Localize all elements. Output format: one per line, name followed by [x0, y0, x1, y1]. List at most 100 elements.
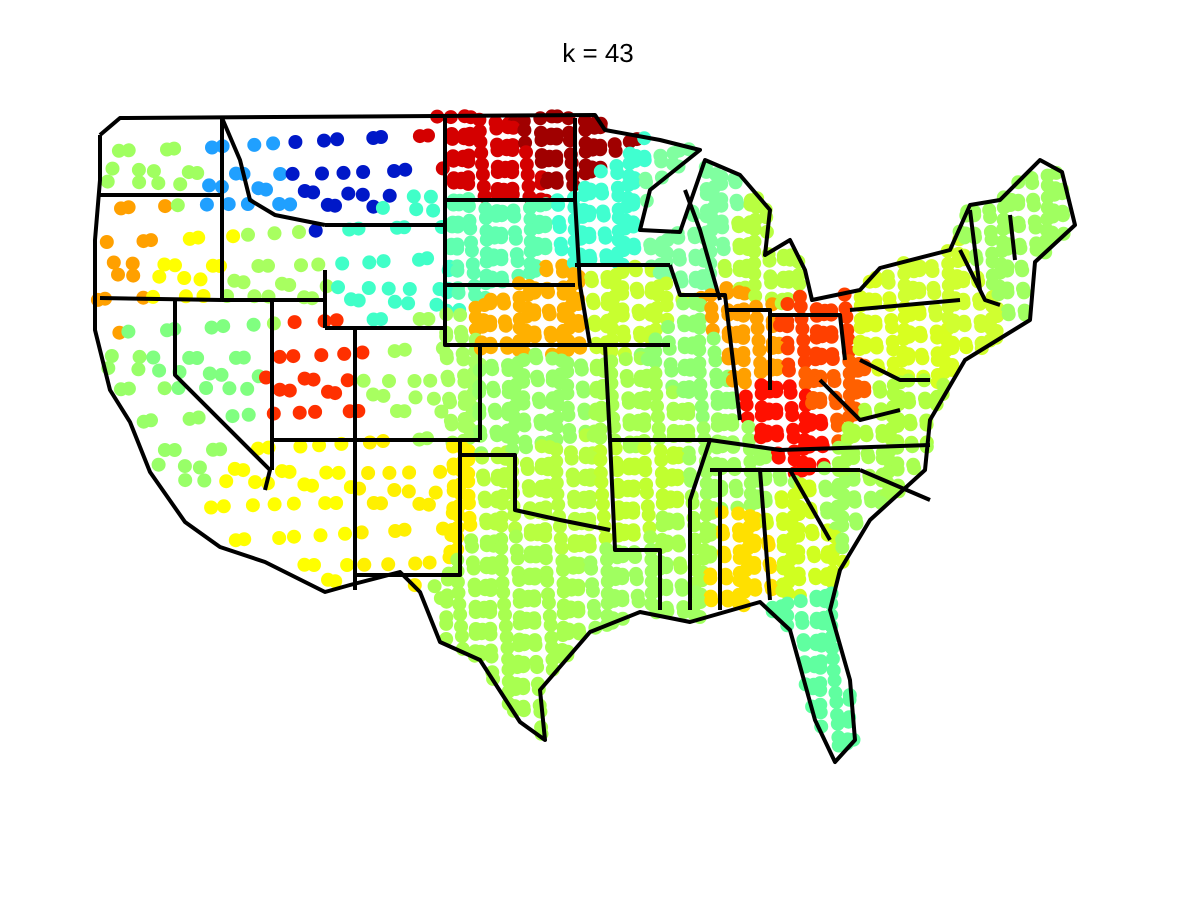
dot [330, 132, 345, 147]
dot [802, 439, 817, 454]
dot [802, 483, 817, 498]
dot [259, 370, 273, 385]
dot [267, 497, 282, 512]
dot [643, 530, 658, 545]
dot [282, 278, 297, 292]
dot [167, 443, 182, 457]
dot [582, 539, 597, 554]
dot [452, 597, 467, 612]
dot [402, 282, 417, 296]
dot [202, 366, 217, 381]
dot [475, 450, 490, 465]
dot [753, 365, 768, 379]
dot [488, 406, 503, 421]
dot [747, 560, 762, 575]
dot [692, 365, 707, 379]
dot [247, 137, 262, 152]
dot [748, 289, 763, 303]
dot [835, 496, 850, 511]
dot [648, 332, 663, 347]
dot [670, 472, 685, 487]
dot [505, 143, 520, 157]
dot [902, 329, 916, 344]
dot [202, 178, 217, 193]
dot [574, 362, 589, 377]
dot [170, 198, 185, 213]
dot [659, 298, 674, 313]
state-border [770, 313, 847, 361]
dot [506, 120, 521, 135]
dot [489, 121, 504, 136]
dot [554, 541, 569, 556]
dot [408, 390, 423, 405]
dot [813, 705, 828, 720]
dot [912, 263, 927, 278]
dot [829, 695, 844, 710]
dot [785, 408, 800, 423]
dot [714, 176, 729, 191]
dot [397, 404, 412, 419]
dot [650, 399, 664, 414]
dot [292, 225, 306, 239]
dot [858, 340, 872, 355]
dot [737, 375, 752, 390]
dot [604, 344, 619, 359]
dot [637, 441, 652, 456]
dot [681, 384, 696, 399]
dot [193, 272, 208, 287]
state-border [849, 298, 961, 312]
dot [516, 396, 531, 411]
dot [661, 516, 676, 531]
dot [791, 528, 806, 543]
dot [594, 475, 609, 490]
dot [793, 299, 808, 314]
dot [540, 573, 555, 588]
dot [157, 257, 172, 272]
dot [500, 640, 515, 655]
dot [527, 615, 542, 630]
dot [1000, 285, 1015, 300]
dot [466, 265, 481, 280]
dot [747, 222, 762, 237]
dot [272, 531, 287, 545]
dot [752, 343, 767, 358]
dot [659, 560, 674, 575]
dot [461, 154, 476, 169]
dot [813, 351, 828, 366]
dot [516, 703, 531, 718]
dot [599, 542, 614, 557]
dot [654, 154, 669, 169]
dot [775, 494, 790, 509]
state-border [688, 439, 712, 610]
dot [530, 373, 545, 388]
dot [781, 363, 796, 378]
state-border [758, 469, 772, 601]
state-border [1008, 214, 1017, 261]
dot [791, 507, 806, 521]
state-border [220, 117, 326, 227]
dot [587, 606, 602, 621]
dot [287, 529, 301, 544]
dot [261, 258, 275, 273]
dot [319, 465, 334, 480]
dot [769, 384, 784, 399]
dot [747, 266, 762, 281]
dot [797, 637, 812, 652]
dot [132, 349, 147, 364]
dot [648, 354, 663, 369]
dot [236, 350, 251, 365]
dot [144, 233, 158, 248]
dot [168, 258, 182, 273]
dot [381, 557, 396, 572]
dot [483, 296, 498, 311]
dot [615, 308, 630, 323]
dot [485, 362, 500, 377]
dot [593, 452, 608, 467]
dot [131, 162, 146, 177]
dot [266, 136, 281, 151]
dot [151, 176, 166, 191]
dot [355, 345, 370, 360]
dot [100, 174, 115, 189]
dot [741, 420, 756, 434]
dot [354, 525, 369, 540]
